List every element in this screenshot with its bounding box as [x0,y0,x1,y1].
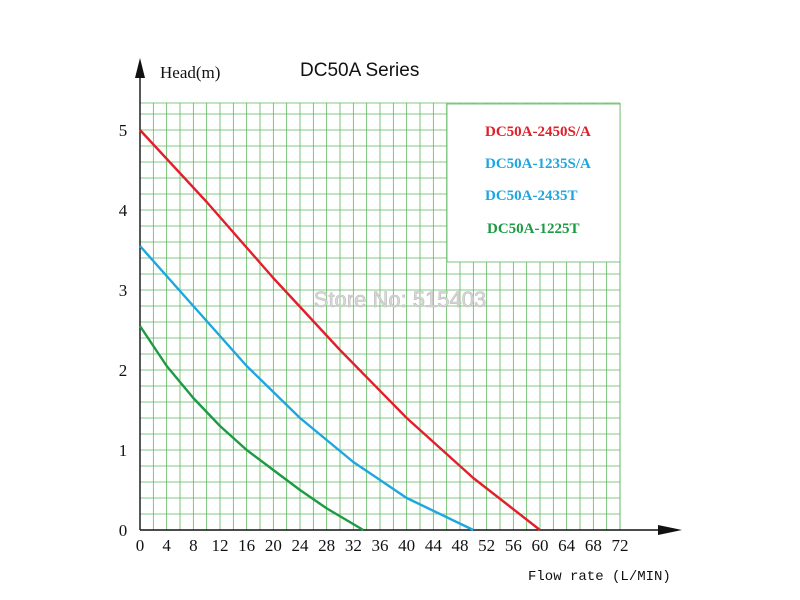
legend-entry-3: DC50A-1225T [487,221,580,237]
x-tick-label: 8 [189,536,198,555]
x-tick-label: 44 [425,536,443,555]
x-tick-label: 32 [345,536,362,555]
x-axis-label: Flow rate (L/MIN) [528,569,671,585]
tick-labels: 0 4 8 12 16 20 24 28 32 36 40 44 48 52 56 60 64 68 7201234… [119,121,629,555]
x-tick-label: 4 [162,536,171,555]
legend: DC50A-2450S/A DC50A-1235S/A DC50A-2435T DC5… [485,124,591,237]
series-lines [139,129,541,532]
legend-entry-1: DC50A-1235S/A [485,156,591,172]
x-tick-label: 20 [265,536,282,555]
x-tick-label: 12 [212,536,229,555]
y-axis-arrow-icon [135,58,145,78]
x-tick-label: 52 [478,536,495,555]
x-tick-label: 60 [532,536,549,555]
watermark: Store No: 515403 [314,287,486,312]
x-tick-label: 72 [612,536,629,555]
legend-entry-0: DC50A-2450S/A [485,124,591,140]
y-tick-label: 0 [119,521,128,540]
x-tick-label: 68 [585,536,602,555]
y-tick-label: 5 [119,121,128,140]
y-tick-label: 1 [119,441,128,460]
legend-box [446,103,621,263]
y-tick-label: 2 [119,361,128,380]
y-tick-label: 4 [119,201,128,220]
series-line-3 [139,325,364,532]
series-line-1 [139,245,474,532]
axes [135,58,682,535]
x-tick-label: 40 [398,536,415,555]
x-tick-label: 24 [292,536,310,555]
x-tick-label: 64 [558,536,576,555]
x-tick-label: 36 [372,536,389,555]
y-axis-label: Head(m) [160,63,220,82]
series-line-0 [139,129,541,531]
x-tick-label: 16 [238,536,255,555]
x-tick-label: 28 [318,536,335,555]
chart-title: DC50A Series [300,60,419,81]
x-axis-arrow-icon [658,525,682,535]
x-tick-label: 48 [452,536,469,555]
y-tick-label: 3 [119,281,128,300]
x-tick-label: 56 [505,536,522,555]
legend-entry-2: DC50A-2435T [485,188,578,204]
x-tick-label: 0 [136,536,145,555]
